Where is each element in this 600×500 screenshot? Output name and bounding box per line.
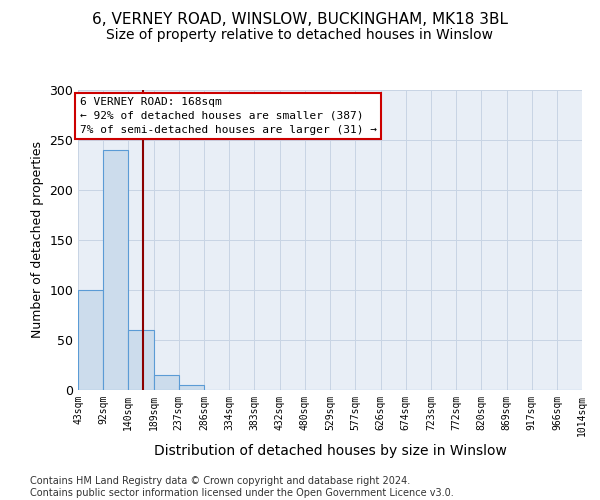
Bar: [78, 290, 103, 390]
Text: Size of property relative to detached houses in Winslow: Size of property relative to detached ho…: [107, 28, 493, 42]
Bar: [179, 385, 204, 390]
Bar: [154, 375, 179, 390]
Bar: [103, 150, 128, 390]
Y-axis label: Number of detached properties: Number of detached properties: [31, 142, 44, 338]
X-axis label: Distribution of detached houses by size in Winslow: Distribution of detached houses by size …: [154, 444, 506, 458]
Text: Contains HM Land Registry data © Crown copyright and database right 2024.
Contai: Contains HM Land Registry data © Crown c…: [30, 476, 454, 498]
Text: 6, VERNEY ROAD, WINSLOW, BUCKINGHAM, MK18 3BL: 6, VERNEY ROAD, WINSLOW, BUCKINGHAM, MK1…: [92, 12, 508, 28]
Text: 6 VERNEY ROAD: 168sqm
← 92% of detached houses are smaller (387)
7% of semi-deta: 6 VERNEY ROAD: 168sqm ← 92% of detached …: [80, 97, 377, 135]
Bar: [128, 330, 154, 390]
